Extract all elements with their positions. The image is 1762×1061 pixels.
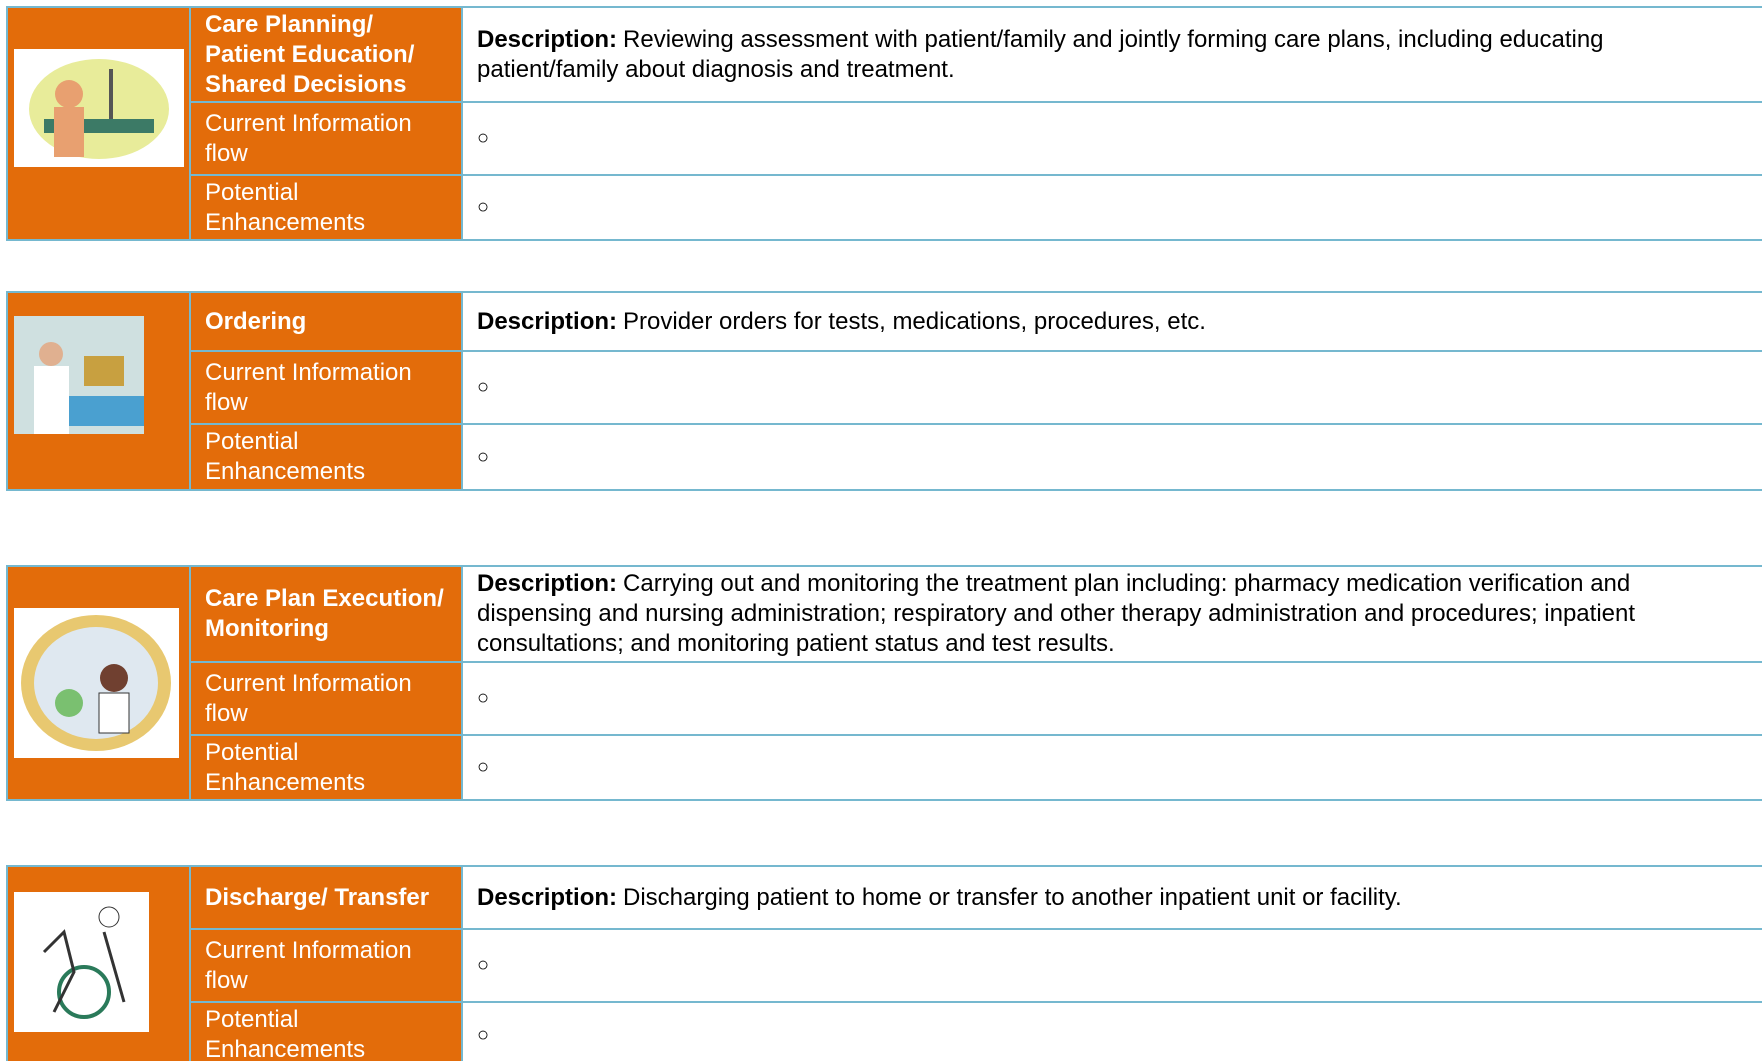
description-text: Description: Reviewing assessment with pa… [477, 25, 1748, 85]
description: Description: Reviewing assessment with pa… [463, 8, 1762, 103]
row-label: Current Information flow [191, 103, 463, 176]
clip-art [13, 316, 144, 434]
description-body: Provider orders for tests, medications, … [623, 307, 1206, 335]
row-bullet: ○ [463, 663, 1762, 736]
description-text: Description: Provider orders for tests, m… [477, 307, 1206, 337]
icon-cell [8, 8, 191, 239]
icon-cell [8, 293, 191, 489]
row-bullet: ○ [477, 1023, 490, 1046]
description: Description: Provider orders for tests, m… [463, 293, 1762, 352]
section-title: Discharge/ Transfer [191, 867, 463, 930]
clip-art [13, 48, 184, 167]
description-label: Description: [477, 883, 618, 911]
row-label: Potential Enhancements [191, 736, 463, 799]
row-bullet: ○ [477, 196, 490, 218]
row-label: Potential Enhancements [191, 425, 463, 489]
section: Ordering Description: Provider orders for … [6, 291, 1762, 491]
description-text: Description: Carrying out and monitoring … [477, 569, 1748, 659]
description-label: Description: [477, 570, 618, 597]
row-label: Potential Enhancements [191, 176, 463, 239]
row-bullet: ○ [477, 756, 490, 778]
description-text: Description: Discharging patient to home … [477, 883, 1402, 913]
section-title: Ordering [191, 293, 463, 352]
section: Care Planning/ Patient Education/ Shared… [6, 6, 1762, 241]
clip-art [13, 892, 149, 1032]
row-label: Potential Enhancements [191, 1003, 463, 1061]
row-label: Current Information flow [191, 352, 463, 425]
section: Discharge/ Transfer Description: Dischargi… [6, 865, 1762, 1061]
row-label: Current Information flow [191, 930, 463, 1003]
icon-cell [8, 867, 191, 1061]
description-label: Description: [477, 25, 618, 53]
icon-cell [8, 567, 191, 799]
section: Care Plan Execution/ Monitoring Descripti… [6, 565, 1762, 801]
section-title: Care Planning/ Patient Education/ Shared… [191, 8, 463, 103]
description-body: Discharging patient to home or transfer … [623, 883, 1402, 911]
row-bullet: ○ [463, 352, 1762, 425]
row-label: Current Information flow [191, 663, 463, 736]
description-body: Reviewing assessment with patient/family… [477, 25, 1604, 83]
row-bullet: ○ [463, 930, 1762, 1003]
clip-art [13, 608, 179, 758]
section-title: Care Plan Execution/ Monitoring [191, 567, 463, 663]
row-bullet: ○ [477, 445, 490, 468]
description: Description: Discharging patient to home … [463, 867, 1762, 930]
description: Description: Carrying out and monitoring … [463, 567, 1762, 663]
description-body: Carrying out and monitoring the treatmen… [477, 570, 1636, 657]
description-label: Description: [477, 307, 618, 335]
row-bullet: ○ [463, 103, 1762, 176]
